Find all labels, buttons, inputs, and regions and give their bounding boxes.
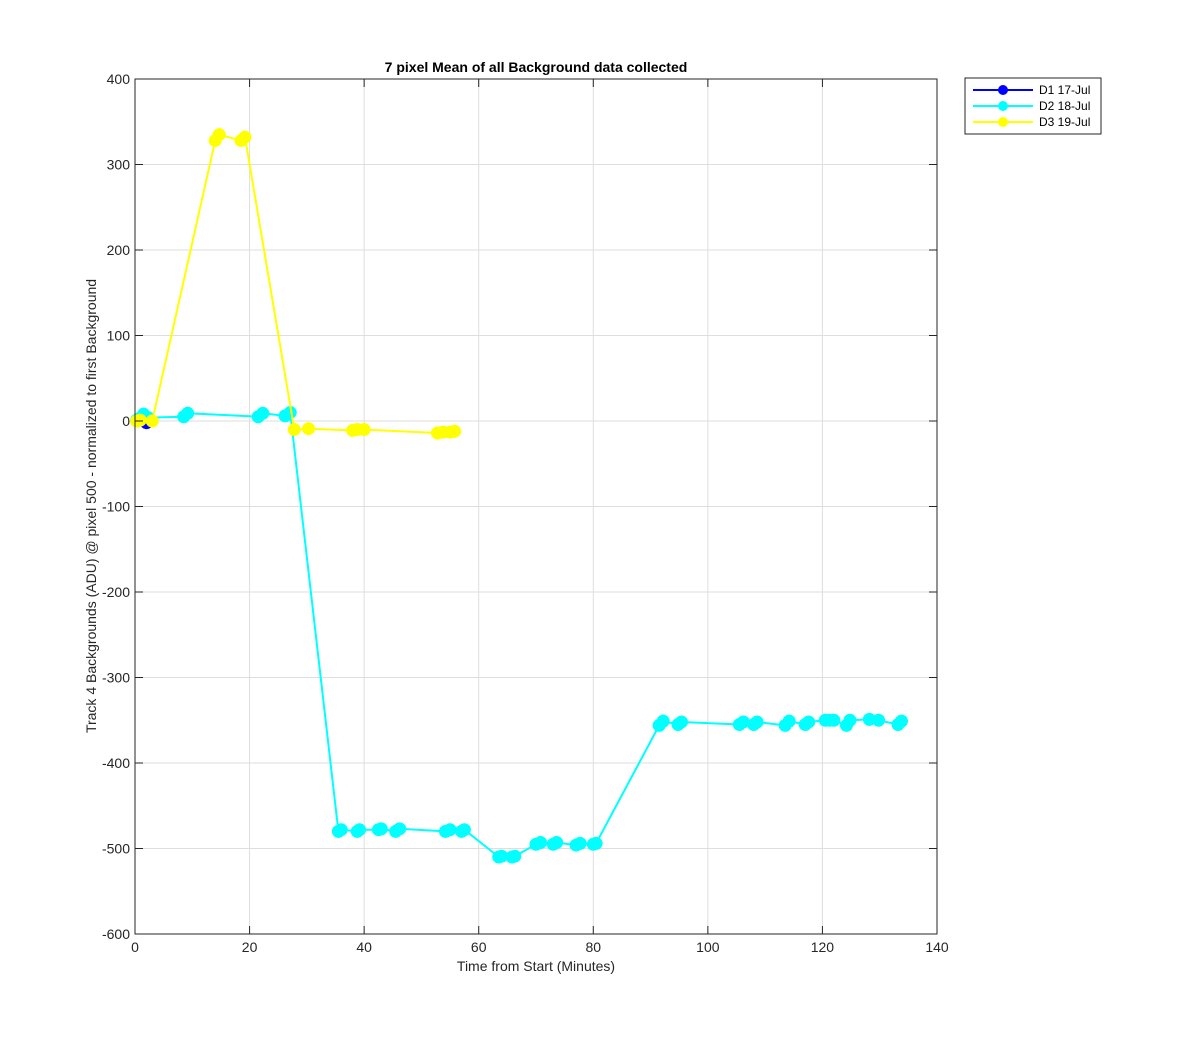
data-point [393,822,407,836]
data-point [353,823,367,837]
data-point [827,713,841,727]
data-point [133,413,147,427]
data-point [573,836,587,850]
legend-marker [998,117,1008,127]
data-point [802,715,816,729]
data-point [508,849,522,863]
data-point [457,823,471,837]
data-point [256,406,270,420]
x-axis-label: Time from Start (Minutes) [457,958,615,974]
y-tick-label: 400 [107,71,131,87]
x-tick-label: 140 [925,939,949,955]
data-point [302,422,316,436]
x-tick-label: 20 [242,939,258,955]
data-point [872,713,886,727]
y-tick-label: -600 [102,926,130,942]
tick-marks: 0 20 40 60 80 100 120 140 -600 -500 -400 -300 -200 -1… [102,71,949,955]
y-tick-label: 0 [122,413,130,429]
data-point [589,836,603,850]
data-point [443,823,457,837]
data-point [145,414,159,428]
legend: D1 17-Jul D2 18-Jul D3 19-Jul [964,77,1102,135]
y-tick-label: -200 [102,584,130,600]
y-tick-label: -100 [102,499,130,515]
grid-lines [135,79,937,934]
data-point [750,715,764,729]
y-tick-label: 300 [107,157,131,173]
data-point [181,406,195,420]
chart-title: 7 pixel Mean of all Background data coll… [385,59,688,75]
data-point [448,424,462,438]
series-layer [130,128,908,864]
legend-marker [998,85,1008,95]
x-tick-label: 80 [585,939,601,955]
data-point [782,714,796,728]
x-tick-label: 120 [811,939,835,955]
legend-label: D1 17-Jul [1039,83,1090,97]
x-tick-label: 100 [696,939,720,955]
data-point [675,715,689,729]
legend-label: D2 18-Jul [1039,99,1090,113]
data-point [238,130,252,144]
data-point [656,714,670,728]
y-axis-label: Track 4 Backgrounds (ADU) @ pixel 500 - … [83,279,99,733]
x-tick-label: 40 [356,939,372,955]
data-point [374,822,388,836]
y-tick-label: -300 [102,670,130,686]
y-tick-label: -500 [102,841,130,857]
data-point [287,423,301,437]
data-point [550,836,564,850]
data-point [212,128,226,142]
legend-label: D3 19-Jul [1039,115,1090,129]
x-tick-label: 60 [471,939,487,955]
data-point [357,423,371,437]
legend-marker [998,101,1008,111]
y-tick-label: 100 [107,328,131,344]
data-point [534,836,548,850]
x-tick-label: 0 [131,939,139,955]
y-tick-label: -400 [102,755,130,771]
y-tick-label: 200 [107,242,131,258]
series-3 [130,128,462,440]
data-point [843,713,857,727]
data-point [334,823,348,837]
data-point [894,714,908,728]
